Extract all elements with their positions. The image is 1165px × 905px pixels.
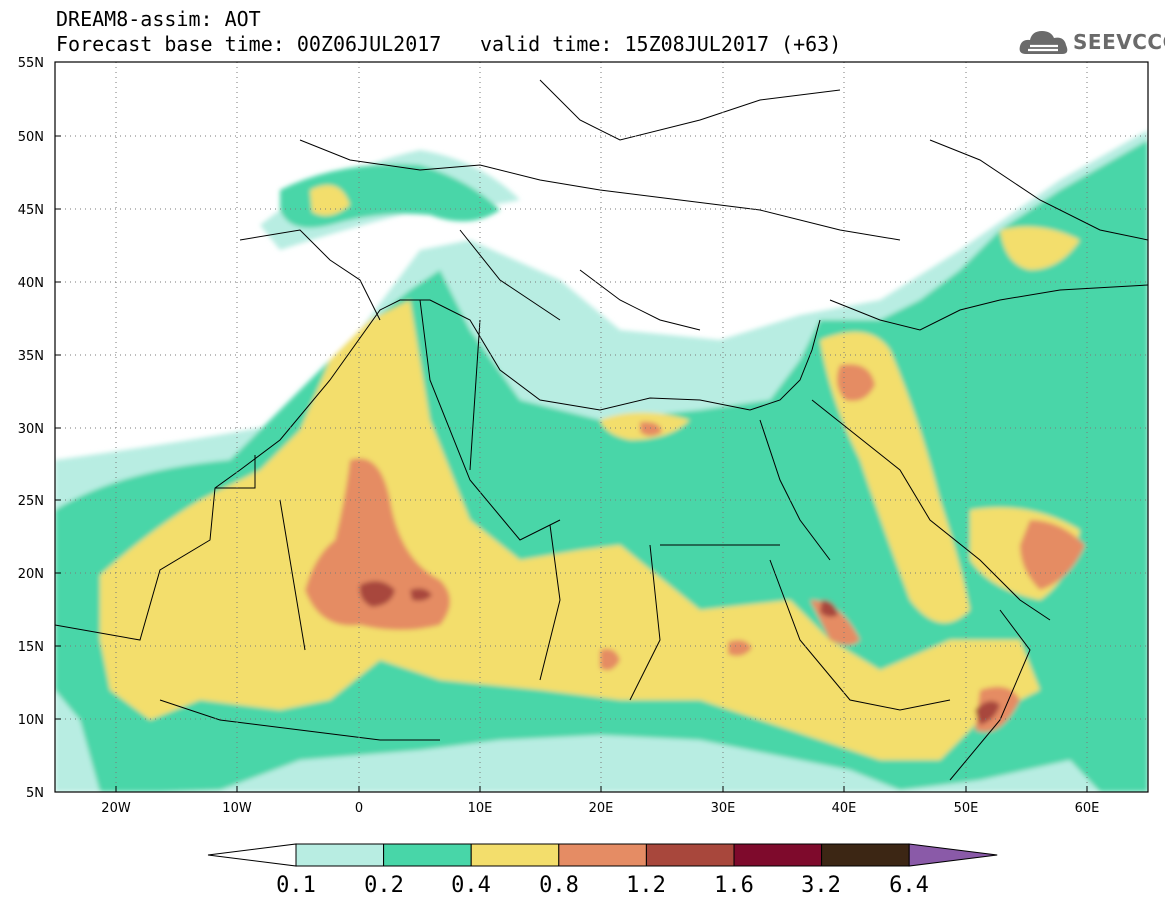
lon-label: 40E: [832, 801, 857, 816]
valid-time: valid time: 15Z08JUL2017 (+63): [480, 32, 842, 56]
colorbar-label: 3.2: [801, 873, 841, 898]
lat-label: 35N: [18, 349, 44, 364]
colorbar-segment: [821, 843, 910, 867]
latitude-labels: 55N 50N 45N 40N 35N 30N 25N 20N 15N 10N …: [18, 56, 44, 801]
lat-label: 15N: [18, 640, 44, 655]
lat-label: 25N: [18, 494, 44, 509]
lat-label: 5N: [26, 786, 44, 801]
colorbar-label: 0.8: [539, 873, 579, 898]
colorbar-label: 1.6: [714, 873, 754, 898]
cloud-logo-icon: [1019, 31, 1068, 54]
colorbar-segment: [558, 843, 647, 867]
colorbar-label: 0.4: [451, 873, 491, 898]
country-borders: [55, 79, 1148, 781]
lon-label: 10E: [468, 801, 493, 816]
colorbar-label: 1.2: [626, 873, 666, 898]
logo-text: SEEVCCC: [1073, 30, 1165, 54]
lat-label: 55N: [18, 56, 44, 71]
lon-label: 0: [355, 801, 363, 816]
colorbar-segment: [295, 843, 385, 867]
colorbar-segment: [383, 843, 472, 867]
lon-label: 10W: [222, 801, 252, 816]
lon-label: 20W: [101, 801, 131, 816]
lat-label: 40N: [18, 276, 44, 291]
forecast-base-time: Forecast base time: 00Z06JUL2017: [56, 32, 442, 56]
colorbar-arrow-low: [207, 843, 297, 867]
colorbar-segment: [470, 843, 560, 867]
colorbar-segment: [733, 843, 823, 867]
seevccc-logo: SEEVCCC: [1018, 24, 1165, 60]
lat-label: 30N: [18, 422, 44, 437]
lat-label: 45N: [18, 203, 44, 218]
lon-label: 30E: [711, 801, 736, 816]
axis-ticks: [55, 61, 1088, 793]
map-title: DREAM8-assim: AOT: [56, 7, 261, 31]
lat-label: 20N: [18, 567, 44, 582]
colorbar-label: 6.4: [889, 873, 929, 898]
lon-label: 20E: [589, 801, 614, 816]
lon-label: 60E: [1075, 801, 1100, 816]
longitude-labels: 20W 10W 0 10E 20E 30E 40E 50E 60E: [101, 801, 1099, 816]
colorbar-label: 0.1: [276, 873, 316, 898]
colorbar-segment: [645, 843, 735, 867]
colorbar-labels: 0.1 0.2 0.4 0.8 1.2 1.6 3.2 6.4: [276, 873, 929, 898]
lat-label: 50N: [18, 130, 44, 145]
colorbar-label: 0.2: [364, 873, 404, 898]
colorbar-arrow-high: [908, 843, 998, 867]
colorbar: [207, 843, 998, 867]
lat-label: 10N: [18, 713, 44, 728]
graticule: [55, 62, 1148, 792]
lon-label: 50E: [954, 801, 979, 816]
